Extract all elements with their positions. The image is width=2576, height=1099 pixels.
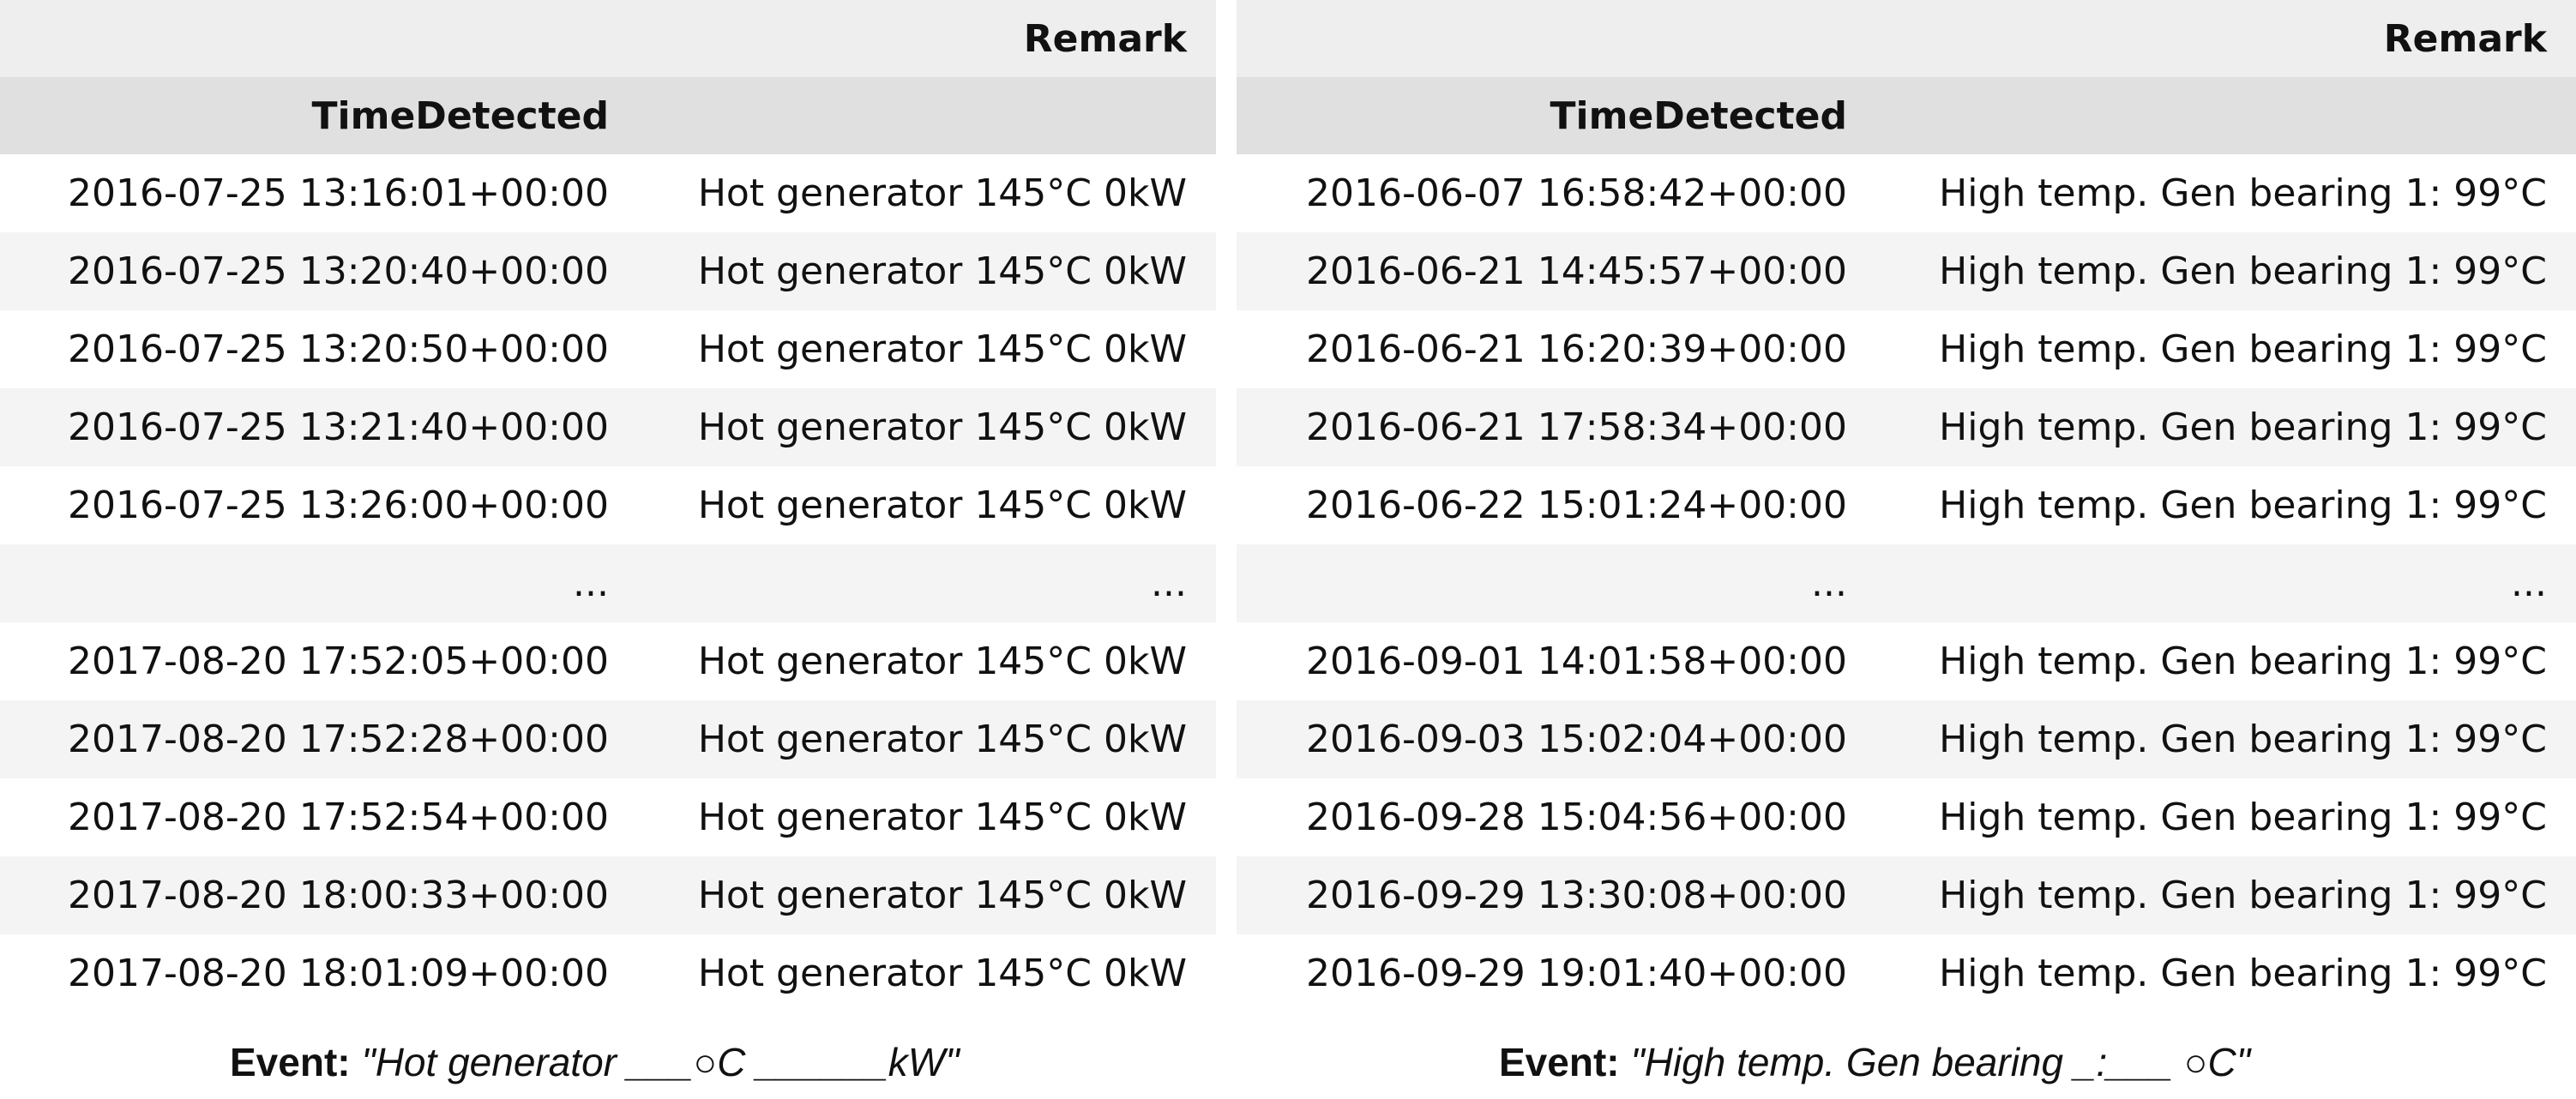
remark-cell: High temp. Gen bearing 1: 99°C	[1939, 171, 2547, 215]
remark-cell: High temp. Gen bearing 1: 99°C	[1939, 327, 2547, 371]
table-row: 2017-08-20 17:52:28+00:00 Hot generator 1…	[0, 700, 1216, 778]
remark-cell: High temp. Gen bearing 1: 99°C	[1939, 874, 2547, 917]
remark-header: Remark	[0, 0, 1216, 77]
table-row: 2016-07-25 13:20:40+00:00 Hot generator 1…	[0, 232, 1216, 310]
time-cell: 2016-06-21 17:58:34+00:00	[1306, 405, 1847, 449]
event-caption-right: Event: "High temp. Gen bearing _:___ ○C"	[1499, 1039, 2250, 1085]
table-row: 2016-06-07 16:58:42+00:00 High temp. Gen …	[1237, 154, 2576, 232]
remark-cell: Hot generator 145°C 0kW	[697, 249, 1187, 293]
time-cell: 2016-06-22 15:01:24+00:00	[1306, 483, 1847, 527]
remark-cell: Hot generator 145°C 0kW	[697, 405, 1187, 449]
left-table: Remark TimeDetected 2016-07-25 13:16:01+…	[0, 0, 1216, 1012]
remark-cell: High temp. Gen bearing 1: 99°C	[1939, 718, 2547, 761]
right-table: Remark TimeDetected 2016-06-07 16:58:42+…	[1237, 0, 2576, 1012]
event-label: Event:	[230, 1040, 351, 1084]
time-cell: 2016-09-29 19:01:40+00:00	[1306, 952, 1847, 995]
time-cell: 2016-07-25 13:20:50+00:00	[68, 327, 609, 371]
time-cell: 2016-06-21 16:20:39+00:00	[1306, 327, 1847, 371]
remark-cell: Hot generator 145°C 0kW	[697, 171, 1187, 215]
time-cell: 2016-09-01 14:01:58+00:00	[1306, 640, 1847, 683]
remark-header-label: Remark	[1023, 16, 1187, 61]
time-cell: 2017-08-20 17:52:28+00:00	[68, 718, 609, 761]
table-row: 2016-09-28 15:04:56+00:00 High temp. Gen …	[1237, 778, 2576, 856]
remark-cell: High temp. Gen bearing 1: 99°C	[1939, 483, 2547, 527]
table-row: 2017-08-20 17:52:54+00:00 Hot generator 1…	[0, 778, 1216, 856]
event-label: Event:	[1499, 1040, 1620, 1084]
table-row: 2016-09-29 13:30:08+00:00 High temp. Gen …	[1237, 856, 2576, 934]
time-cell: 2017-08-20 17:52:54+00:00	[68, 796, 609, 839]
remark-cell: Hot generator 145°C 0kW	[697, 640, 1187, 683]
table-row: 2016-06-21 16:20:39+00:00 High temp. Gen …	[1237, 310, 2576, 388]
table-row: 2016-07-25 13:21:40+00:00 Hot generator 1…	[0, 388, 1216, 466]
remark-cell: Hot generator 145°C 0kW	[697, 952, 1187, 995]
time-header-label: TimeDetected	[311, 93, 609, 138]
time-cell: ...	[1811, 562, 1847, 605]
time-cell: 2016-06-07 16:58:42+00:00	[1306, 171, 1847, 215]
remark-cell: High temp. Gen bearing 1: 99°C	[1939, 405, 2547, 449]
remark-cell: High temp. Gen bearing 1: 99°C	[1939, 952, 2547, 995]
event-template: "Hot generator ___○C ______kW"	[361, 1040, 960, 1084]
time-cell: 2016-06-21 14:45:57+00:00	[1306, 249, 1847, 293]
table-row: 2016-06-21 17:58:34+00:00 High temp. Gen …	[1237, 388, 2576, 466]
remark-header: Remark	[1237, 0, 2576, 77]
table-row: 2016-09-29 19:01:40+00:00 High temp. Gen …	[1237, 934, 2576, 1012]
time-header: TimeDetected	[0, 77, 1216, 154]
table-row: 2017-08-20 17:52:05+00:00 Hot generator 1…	[0, 622, 1216, 700]
remark-header-label: Remark	[2383, 16, 2547, 61]
ellipsis-row: ......	[1237, 544, 2576, 622]
time-header: TimeDetected	[1237, 77, 2576, 154]
remark-cell: ...	[1151, 562, 1187, 605]
event-template: "High temp. Gen bearing _:___ ○C"	[1630, 1040, 2251, 1084]
table-row: 2016-09-03 15:02:04+00:00 High temp. Gen …	[1237, 700, 2576, 778]
time-cell: 2016-07-25 13:16:01+00:00	[68, 171, 609, 215]
time-cell: 2017-08-20 17:52:05+00:00	[68, 640, 609, 683]
time-cell: 2017-08-20 18:00:33+00:00	[68, 874, 609, 917]
time-cell: 2017-08-20 18:01:09+00:00	[68, 952, 609, 995]
table-row: 2016-07-25 13:16:01+00:00 Hot generator 1…	[0, 154, 1216, 232]
remark-cell: High temp. Gen bearing 1: 99°C	[1939, 249, 2547, 293]
table-row: 2017-08-20 18:00:33+00:00 Hot generator 1…	[0, 856, 1216, 934]
table-row: 2016-09-01 14:01:58+00:00 High temp. Gen …	[1237, 622, 2576, 700]
remark-cell: Hot generator 145°C 0kW	[697, 327, 1187, 371]
table-row: 2016-06-21 14:45:57+00:00 High temp. Gen …	[1237, 232, 2576, 310]
table-row: 2016-06-22 15:01:24+00:00 High temp. Gen …	[1237, 466, 2576, 544]
time-cell: 2016-09-28 15:04:56+00:00	[1306, 796, 1847, 839]
event-caption-left: Event: "Hot generator ___○C ______kW"	[230, 1039, 960, 1085]
ellipsis-row: ......	[0, 544, 1216, 622]
remark-cell: ...	[2511, 562, 2547, 605]
table-row: 2017-08-20 18:01:09+00:00 Hot generator 1…	[0, 934, 1216, 1012]
remark-cell: Hot generator 145°C 0kW	[697, 874, 1187, 917]
time-cell: 2016-07-25 13:20:40+00:00	[68, 249, 609, 293]
remark-cell: High temp. Gen bearing 1: 99°C	[1939, 640, 2547, 683]
remark-cell: Hot generator 145°C 0kW	[697, 483, 1187, 527]
time-header-label: TimeDetected	[1550, 93, 1847, 138]
table-row: 2016-07-25 13:26:00+00:00 Hot generator 1…	[0, 466, 1216, 544]
time-cell: 2016-07-25 13:21:40+00:00	[68, 405, 609, 449]
time-cell: 2016-07-25 13:26:00+00:00	[68, 483, 609, 527]
time-cell: 2016-09-29 13:30:08+00:00	[1306, 874, 1847, 917]
remark-cell: Hot generator 145°C 0kW	[697, 796, 1187, 839]
remark-cell: High temp. Gen bearing 1: 99°C	[1939, 796, 2547, 839]
time-cell: ...	[573, 562, 609, 605]
time-cell: 2016-09-03 15:02:04+00:00	[1306, 718, 1847, 761]
remark-cell: Hot generator 145°C 0kW	[697, 718, 1187, 761]
table-row: 2016-07-25 13:20:50+00:00 Hot generator 1…	[0, 310, 1216, 388]
